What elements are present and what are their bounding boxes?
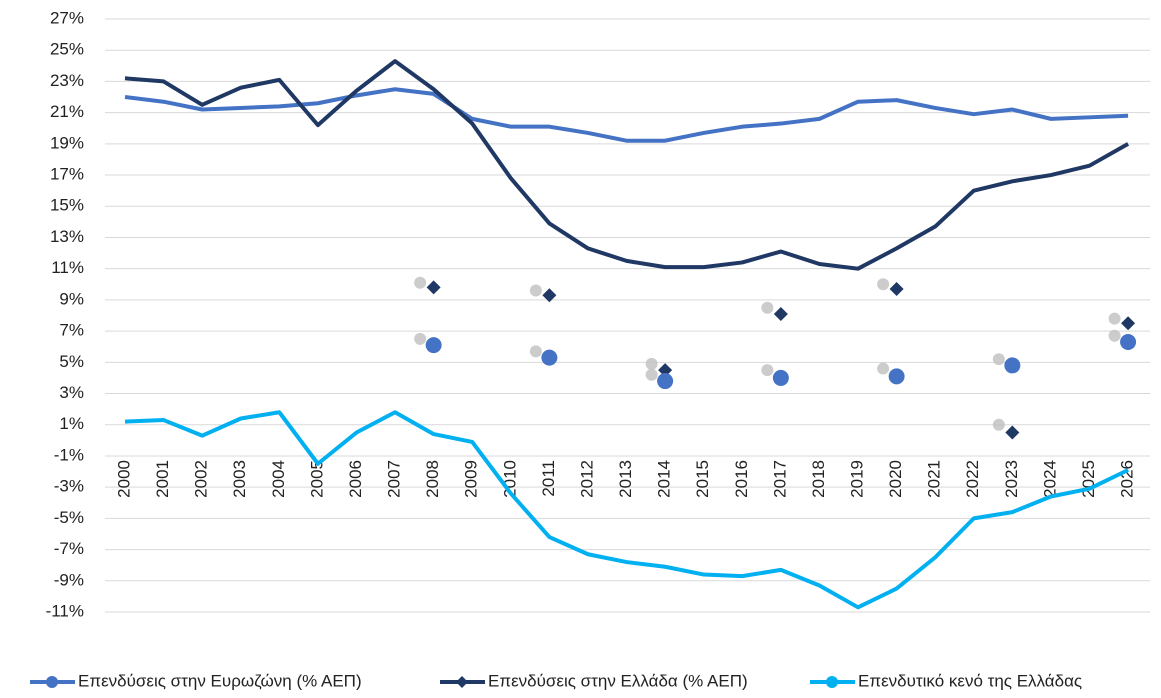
x-tick-label: 2019 — [848, 460, 867, 498]
legend-label: Επενδύσεις στην Ελλάδα (% ΑΕΠ) — [488, 671, 748, 690]
y-tick-label: 7% — [59, 321, 84, 340]
gray-point — [877, 278, 890, 291]
y-tick-label: 21% — [50, 102, 84, 121]
y-tick-label: 1% — [59, 414, 84, 433]
diamond-point — [889, 281, 904, 296]
circle-point — [541, 349, 558, 366]
x-tick-label: 2009 — [462, 460, 481, 498]
x-tick-label: 2015 — [693, 460, 712, 498]
x-tick-label: 2008 — [423, 460, 442, 498]
diamond-point — [426, 280, 441, 295]
y-tick-label: -1% — [54, 445, 84, 464]
diamond-point — [542, 288, 557, 303]
y-tick-label: 11% — [51, 258, 84, 277]
x-tick-label: 2007 — [385, 460, 404, 498]
x-tick-label: 2024 — [1040, 460, 1059, 498]
x-tick-label: 2012 — [577, 460, 596, 498]
gray-point — [414, 332, 427, 345]
circle-point — [1004, 357, 1021, 374]
legend-label: Επενδυτικό κενό της Ελλάδας — [858, 671, 1082, 690]
gray-point — [877, 362, 890, 375]
x-tick-label: 2021 — [925, 460, 944, 498]
y-tick-label: 9% — [59, 289, 84, 308]
diamond-point — [1005, 425, 1020, 440]
x-tick-label: 2014 — [655, 460, 674, 498]
gray-point — [992, 353, 1005, 366]
x-tick-label: 2026 — [1118, 460, 1137, 498]
legend-marker — [456, 676, 468, 688]
gray-point — [992, 418, 1005, 431]
x-tick-label: 2005 — [307, 460, 326, 498]
gray-point — [761, 301, 774, 314]
y-tick-label: 17% — [50, 165, 84, 184]
y-tick-label: 25% — [50, 40, 84, 59]
x-tick-label: 2003 — [230, 460, 249, 498]
x-tick-label: 2011 — [539, 460, 558, 497]
y-tick-label: 3% — [59, 383, 84, 402]
series-line — [124, 59, 1130, 271]
x-tick-label: 2001 — [153, 460, 172, 498]
gray-point — [1108, 329, 1121, 342]
gray-point — [529, 345, 542, 358]
y-tick-label: 27% — [50, 8, 84, 27]
x-tick-label: 2004 — [269, 460, 288, 498]
y-tick-label: 19% — [50, 133, 84, 152]
diamond-point — [1121, 316, 1136, 331]
y-tick-label: 23% — [50, 71, 84, 90]
gray-point — [529, 284, 542, 297]
diamond-point — [658, 363, 673, 378]
y-tick-label: -7% — [54, 539, 84, 558]
x-tick-label: 2022 — [963, 460, 982, 498]
x-tick-label: 2013 — [616, 460, 635, 498]
x-tick-label: 2018 — [809, 460, 828, 498]
circle-point — [425, 337, 442, 354]
gray-point — [645, 368, 658, 381]
y-tick-label: 13% — [50, 227, 84, 246]
x-tick-label: 2006 — [346, 460, 365, 498]
circle-point — [888, 368, 905, 385]
series-line — [124, 87, 1129, 143]
gray-point — [645, 357, 658, 370]
x-tick-label: 2023 — [1002, 460, 1021, 498]
x-tick-label: 2020 — [886, 460, 905, 498]
legend-marker — [826, 676, 838, 688]
x-tick-label: 2000 — [114, 460, 133, 498]
series-line — [124, 410, 1129, 610]
circle-point — [772, 369, 789, 386]
x-tick-label: 2016 — [732, 460, 751, 498]
x-tick-label: 2002 — [192, 460, 211, 498]
y-tick-label: 5% — [59, 352, 84, 371]
legend-label: Επενδύσεις στην Ευρωζώνη (% ΑΕΠ) — [78, 671, 362, 690]
circle-point — [1120, 334, 1137, 351]
y-tick-label: -3% — [54, 477, 84, 496]
diamond-point — [773, 306, 788, 321]
gray-point — [414, 276, 427, 289]
y-tick-label: -11% — [46, 601, 84, 620]
circle-point — [657, 373, 674, 390]
y-tick-label: -9% — [54, 570, 84, 589]
y-tick-label: -5% — [54, 508, 84, 527]
gray-point — [761, 364, 774, 377]
y-tick-label: 15% — [50, 196, 84, 215]
x-tick-label: 2017 — [770, 460, 789, 498]
legend-marker — [46, 676, 58, 688]
gray-point — [1108, 312, 1121, 325]
